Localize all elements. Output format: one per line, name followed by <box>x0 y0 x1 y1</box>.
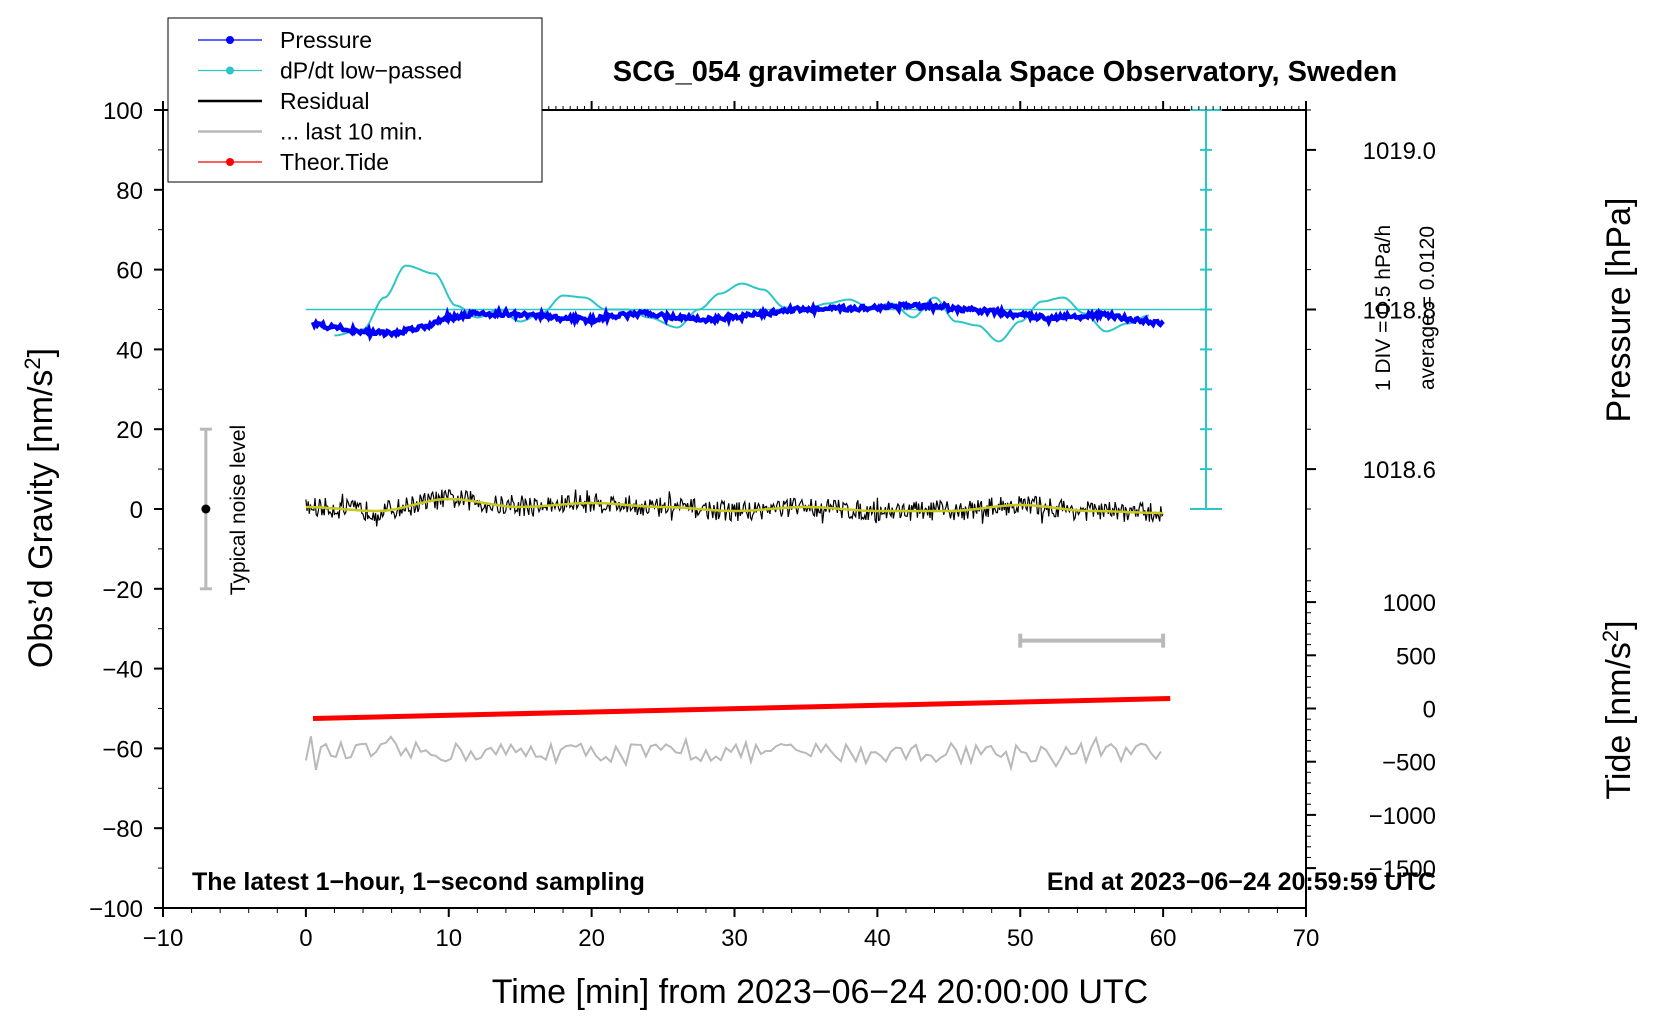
tide-tick-label: 1000 <box>1383 590 1436 617</box>
y-tick-label: 20 <box>116 417 143 444</box>
y-tick-label: −80 <box>102 816 143 843</box>
legend-label: Residual <box>280 88 370 114</box>
legend-marker <box>226 66 234 75</box>
x-tick-label: 20 <box>578 925 605 952</box>
tide-tick-label: 0 <box>1423 697 1436 724</box>
tide-tick-label: 500 <box>1396 643 1436 670</box>
chart-title: SCG_054 gravimeter Onsala Space Observat… <box>613 56 1397 88</box>
tide-tick-label: −500 <box>1382 750 1436 777</box>
pressure-scale-label-average: average = 0.0120 <box>1416 226 1439 390</box>
pressure-tick-label: 1018.8 <box>1363 298 1436 325</box>
legend: Pressure dP/dt low−passed Residual ... last… <box>167 17 543 183</box>
note-left: The latest 1−hour, 1−second sampling <box>192 868 645 896</box>
series-residual-low-passed <box>305 497 1164 515</box>
x-tick-label: 30 <box>721 925 748 952</box>
pressure-scale-label-div: 1 DIV = 0.5 hPa/h <box>1372 225 1395 391</box>
axes-layer: −10 0 10 20 30 40 50 60 70−100−80−60−40−20020406… <box>89 98 1436 952</box>
y-tick-label: 100 <box>103 98 143 125</box>
noise-bar-center <box>201 504 211 514</box>
series-dpdt-low-passed <box>334 264 1149 343</box>
legend-marker <box>226 158 234 166</box>
y-axis-title: Obs’d Gravity [nm/s2] <box>20 348 60 668</box>
y-tick-label: 40 <box>116 337 143 364</box>
pressure-tick-label: 1019.0 <box>1363 138 1436 165</box>
tide-tick-label: −1000 <box>1369 803 1436 830</box>
noise-level-label: Typical noise level <box>227 425 250 595</box>
legend-marker <box>226 36 234 44</box>
tide-axis-title: Tide [nm/s2] <box>1598 620 1638 799</box>
x-tick-label: 40 <box>864 925 891 952</box>
y-tick-label: −40 <box>102 657 143 684</box>
tide-tick-label: −1500 <box>1369 856 1436 883</box>
pressure-tick-label: 1018.6 <box>1363 457 1436 484</box>
x-axis-title: Time [min] from 2023−06−24 20:00:00 UTC <box>492 973 1148 1011</box>
y-tick-label: 60 <box>116 258 143 285</box>
y-tick-label: −20 <box>102 577 143 604</box>
series-layer <box>199 109 1222 772</box>
series-pressure <box>310 298 1165 342</box>
legend-label: dP/dt low−passed <box>280 58 462 84</box>
series-theor-tide <box>312 696 1171 721</box>
series-last-10-min <box>304 735 1162 772</box>
x-tick-label: 70 <box>1293 925 1320 952</box>
y-tick-label: −60 <box>102 736 143 763</box>
legend-items: Pressure dP/dt low−passed Residual ... last… <box>198 27 462 175</box>
legend-label: Pressure <box>280 27 372 53</box>
x-tick-label: 50 <box>1007 925 1034 952</box>
x-tick-label: 60 <box>1150 925 1177 952</box>
legend-label: ... last 10 min. <box>280 119 423 145</box>
x-tick-label: −10 <box>143 925 184 952</box>
x-tick-label: 10 <box>435 925 462 952</box>
pressure-axis-title: Pressure [hPa] <box>1600 198 1638 423</box>
x-tick-label: 0 <box>299 925 312 952</box>
series-residual <box>305 489 1164 527</box>
y-tick-label: 80 <box>116 178 143 205</box>
note-right: End at 2023−06−24 20:59:59 UTC <box>1047 868 1436 896</box>
legend-label: Theor.Tide <box>280 149 389 175</box>
y-tick-label: 0 <box>130 497 143 524</box>
y-tick-label: −100 <box>89 896 143 923</box>
